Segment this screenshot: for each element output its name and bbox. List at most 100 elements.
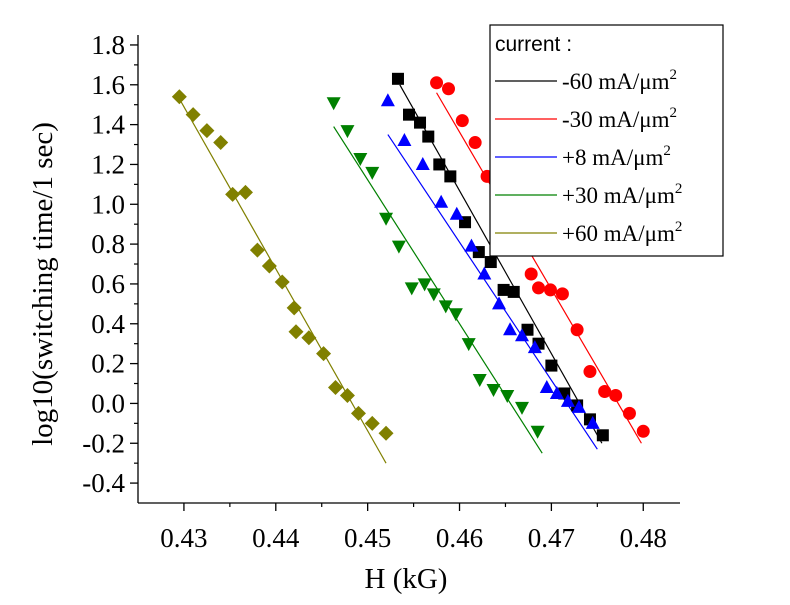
- data-point: [545, 359, 558, 372]
- legend-label: +8 mA/μm2: [562, 143, 671, 170]
- legend-label-text: -60 mA/μm: [562, 69, 670, 94]
- data-point: [492, 296, 507, 310]
- data-point: [442, 82, 456, 96]
- y-tick-label: 1.2: [91, 149, 125, 179]
- data-point: [448, 308, 463, 322]
- fit-line: [436, 92, 642, 444]
- data-point: [433, 158, 446, 171]
- data-point: [585, 415, 600, 429]
- legend-label-superscript: 2: [670, 105, 678, 121]
- data-point: [560, 393, 575, 407]
- data-point: [434, 194, 449, 208]
- y-tick-label: -0.2: [82, 428, 125, 458]
- data-point: [571, 399, 586, 413]
- data-point: [391, 72, 404, 85]
- data-point: [328, 379, 344, 395]
- legend-label: +30 mA/μm2: [562, 181, 682, 208]
- data-point: [339, 387, 355, 403]
- data-point: [455, 114, 469, 128]
- data-point: [514, 328, 529, 342]
- legend-box: [489, 24, 724, 257]
- data-point: [380, 93, 395, 107]
- data-point: [326, 97, 341, 111]
- data-point: [274, 274, 290, 290]
- legend: current :-60 mA/μm2-30 mA/μm2+8 mA/μm2+3…: [489, 24, 724, 257]
- data-point: [500, 389, 515, 403]
- data-point: [472, 246, 485, 259]
- data-point: [539, 379, 554, 393]
- data-point: [397, 133, 412, 147]
- data-point: [249, 242, 265, 258]
- y-tick-label: 1.6: [91, 70, 125, 100]
- data-point: [583, 365, 597, 379]
- legend-label-superscript: 2: [675, 219, 683, 235]
- y-tick-label: 0.8: [91, 229, 125, 259]
- legend-label: -30 mA/μm2: [562, 105, 677, 132]
- data-point: [570, 323, 584, 337]
- x-tick-label: 0.44: [252, 523, 300, 553]
- data-point: [199, 123, 215, 139]
- data-point: [514, 401, 529, 415]
- data-point: [391, 240, 406, 254]
- data-point: [444, 170, 457, 183]
- data-point: [286, 300, 302, 316]
- legend-label-superscript: 2: [675, 181, 683, 197]
- y-tick-label: 0.6: [91, 269, 125, 299]
- data-point: [438, 300, 453, 314]
- data-point: [422, 130, 435, 143]
- x-tick-label: 0.45: [344, 523, 391, 553]
- data-point: [449, 206, 464, 220]
- data-point: [379, 212, 394, 226]
- legend-label-text: +60 mA/μm: [562, 221, 675, 246]
- x-tick-label: 0.43: [160, 523, 207, 553]
- data-point: [213, 135, 229, 151]
- data-point: [430, 76, 444, 90]
- x-axis-label: H (kG): [365, 563, 448, 595]
- data-point: [403, 108, 415, 121]
- data-point: [301, 330, 317, 346]
- data-point: [426, 288, 441, 302]
- data-point: [532, 281, 546, 295]
- data-point: [364, 415, 380, 431]
- data-point: [503, 322, 518, 336]
- data-point: [596, 429, 609, 442]
- data-point: [237, 184, 253, 200]
- data-point: [316, 346, 332, 362]
- legend-label-superscript: 2: [663, 143, 671, 159]
- data-points: [171, 72, 650, 442]
- legend-label: +60 mA/μm2: [562, 219, 682, 246]
- axes: 0.43 0.44 0.45 0.46 0.47 0.48 1.8 1.6 1.4 1.2 1.0 0…: [82, 30, 680, 553]
- data-point: [477, 266, 492, 280]
- legend-label: -60 mA/μm2: [562, 67, 677, 94]
- data-point: [261, 258, 277, 274]
- data-point: [549, 385, 564, 399]
- data-point: [171, 89, 187, 105]
- data-point: [225, 186, 241, 202]
- data-point: [353, 152, 368, 166]
- data-point: [609, 388, 623, 402]
- data-point: [622, 406, 636, 420]
- x-tick-label: 0.46: [436, 523, 483, 553]
- data-point: [598, 384, 612, 398]
- data-point: [378, 425, 394, 441]
- y-tick-label: 1.8: [91, 30, 125, 60]
- x-tick-label: 0.48: [620, 523, 667, 553]
- data-point: [464, 238, 479, 252]
- data-point: [461, 338, 476, 352]
- x-tick-label: 0.47: [528, 523, 575, 553]
- fit-line: [399, 84, 603, 444]
- data-point: [185, 107, 201, 123]
- y-tick-label: 1.0: [91, 189, 125, 219]
- legend-title: current :: [495, 33, 572, 56]
- data-point: [555, 287, 569, 301]
- data-point: [521, 323, 534, 336]
- data-point: [543, 283, 557, 297]
- data-point: [472, 374, 487, 388]
- data-point: [530, 425, 545, 439]
- data-point: [404, 282, 419, 296]
- y-tick-label: 0.0: [91, 388, 125, 418]
- data-point: [414, 116, 427, 129]
- data-point: [415, 156, 430, 170]
- y-axis-label: log10(switching time/1 sec): [27, 122, 59, 446]
